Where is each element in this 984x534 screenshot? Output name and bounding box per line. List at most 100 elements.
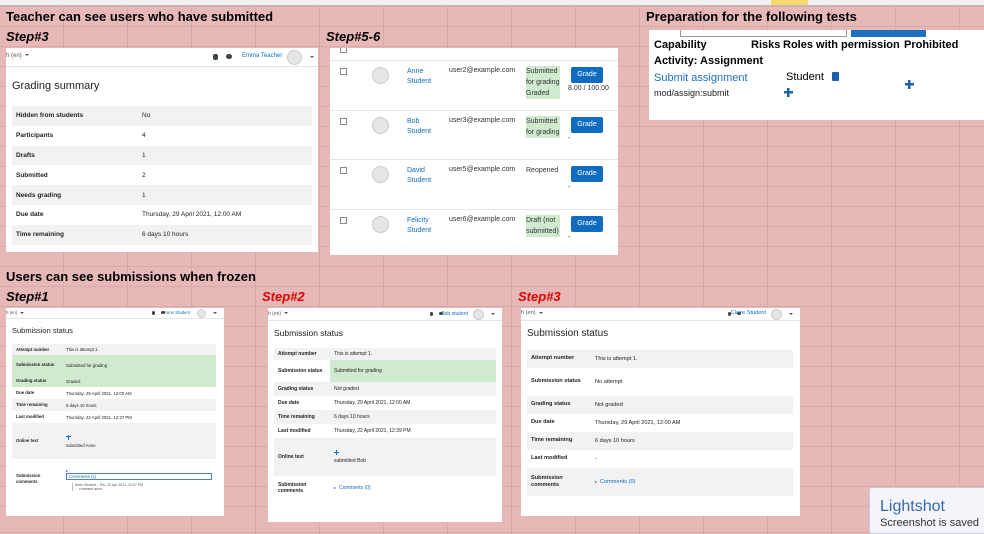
bell-icon [728, 312, 731, 316]
top-bar [6, 48, 318, 67]
avatar [771, 309, 782, 320]
step-label: Step#1 [6, 289, 49, 304]
row-value: Thursday, 29 April 2021, 12:00 AM [330, 396, 496, 410]
submission-screenshot: h (en) Bob student Submission status Attemp… [268, 308, 502, 522]
grade-value: - [568, 184, 571, 191]
submission-row: Last modified - [527, 450, 793, 468]
row-label: Needs grading [16, 191, 62, 199]
student-name[interactable]: Felicity Student [407, 216, 432, 234]
comment: Anne Student - Thu, 22 Apr 2021, 12:37 P… [72, 482, 212, 491]
delete-icon[interactable] [832, 72, 839, 81]
summary-row: Due date Thursday, 29 April 2021, 12:00 A… [12, 205, 312, 225]
summary-row: Needs grading 1 [12, 185, 312, 205]
language-menu: h (en) [6, 309, 25, 315]
submission-row: Submission status No attempt [527, 368, 793, 396]
submission-row: Due date Thursday, 29 April 2021, 12:00 A… [527, 414, 793, 432]
row-label: Submission comments [278, 481, 307, 495]
row-value-text: Thursday, 29 April 2021, 12:00 AM [595, 420, 681, 426]
submission-row: Online text submitted Anne [12, 423, 216, 459]
comment-text: comment anne [79, 486, 103, 491]
summary-row: Submitted 2 [12, 165, 312, 185]
row-value-text[interactable]: Comments (0) [600, 479, 636, 485]
plus-icon [334, 450, 339, 455]
language: h (en) [268, 310, 282, 317]
row-value-text[interactable]: Comments (0) [339, 485, 371, 491]
add-icon[interactable] [784, 88, 793, 97]
capability-link[interactable]: Submit assignment [654, 72, 748, 84]
row-label: Submission comments [531, 474, 563, 488]
row-value-text: 6 days 10 hours [595, 438, 635, 444]
submission-row: Grading status Not graded [274, 382, 496, 396]
row-value: Graded [62, 375, 216, 387]
capability-id: mod/assign:submit [654, 88, 730, 98]
page-title: Submission status [12, 326, 73, 335]
lightshot-notification[interactable]: Lightshot Screenshot is saved [869, 487, 984, 534]
student-name[interactable]: Bob Student [407, 117, 432, 135]
avatar [372, 166, 389, 183]
activity-heading: Activity: Assignment [654, 55, 764, 67]
user-name: Bob student [441, 310, 468, 317]
top-bar [521, 308, 800, 321]
section-heading: Teacher can see users who have submitted [6, 9, 274, 24]
email: user6@example.com [449, 215, 516, 223]
row-label: Hidden from students [16, 112, 84, 120]
search-button[interactable] [851, 30, 926, 37]
student-name[interactable]: David Student [407, 167, 432, 184]
submission-row: Online text submitted Bob [274, 438, 496, 476]
language-menu: h (en) [6, 53, 29, 59]
row-value: Not graded [591, 396, 793, 414]
add-icon[interactable] [905, 80, 914, 89]
grading-row: Anne Student user2@example.com Submitted f… [330, 60, 618, 110]
row-label: Drafts [16, 151, 35, 159]
checkbox[interactable] [340, 167, 347, 174]
row-value-text: 6 days 10 hours [334, 414, 370, 420]
submission-row: Grading status Not graded [527, 396, 793, 414]
checkbox[interactable] [340, 216, 347, 224]
row-label: Last modified [16, 414, 44, 420]
row-label: Online text [16, 438, 39, 444]
step-label: Step#5-6 [326, 29, 381, 44]
caret [20, 311, 25, 314]
role: Student [786, 71, 824, 83]
student-name[interactable]: Anne Student [407, 68, 432, 85]
grade-button[interactable]: Grade [571, 67, 603, 83]
column-header-strip [0, 0, 984, 6]
checkbox[interactable] [340, 68, 347, 75]
step-label: Step#3 [6, 29, 49, 44]
row-value: 6 days 10 hours [62, 399, 216, 411]
column-header: Capability [654, 39, 707, 51]
caret [213, 312, 217, 314]
avatar [372, 215, 389, 233]
row-label: Last modified [531, 455, 568, 462]
grade-button[interactable]: Grade [571, 215, 603, 232]
caret [491, 313, 495, 315]
user-name: Claire Student [730, 310, 766, 317]
caret [789, 313, 793, 315]
avatar [197, 309, 206, 318]
notification-title: Lightshot [880, 498, 945, 515]
checkbox[interactable] [340, 117, 347, 125]
row-label: Due date [16, 390, 35, 396]
column-header: Prohibited [904, 39, 959, 51]
submission-table: Attempt number This is attempt 1. Submissi… [12, 344, 216, 499]
avatar [473, 309, 484, 320]
language: h (en) [6, 309, 18, 315]
row-label: Grading status [278, 385, 314, 392]
row-value: 6 days 10 hours [142, 231, 189, 239]
row-label: Grading status [12, 375, 62, 387]
row-value-text[interactable]: Comments (1) [66, 472, 212, 480]
grade-value: - [568, 233, 571, 241]
submission-row: Attempt number This is attempt 1. [274, 348, 496, 360]
grade-button[interactable]: Grade [571, 166, 603, 182]
row-label: Online text [278, 453, 304, 460]
grading-row: Felicity Student user6@example.com Draft (… [330, 208, 618, 256]
chat-icon [439, 312, 443, 315]
caret [538, 311, 543, 314]
row-value: Comments (0) [591, 468, 793, 496]
row-label: Attempt number [278, 350, 317, 357]
status: Draft (not submitted) [526, 214, 560, 237]
summary-row: Participants 4 [12, 126, 312, 146]
row-label: Submitted [16, 171, 48, 179]
grade-button[interactable]: Grade [571, 116, 603, 133]
language: h (en) [521, 310, 536, 317]
